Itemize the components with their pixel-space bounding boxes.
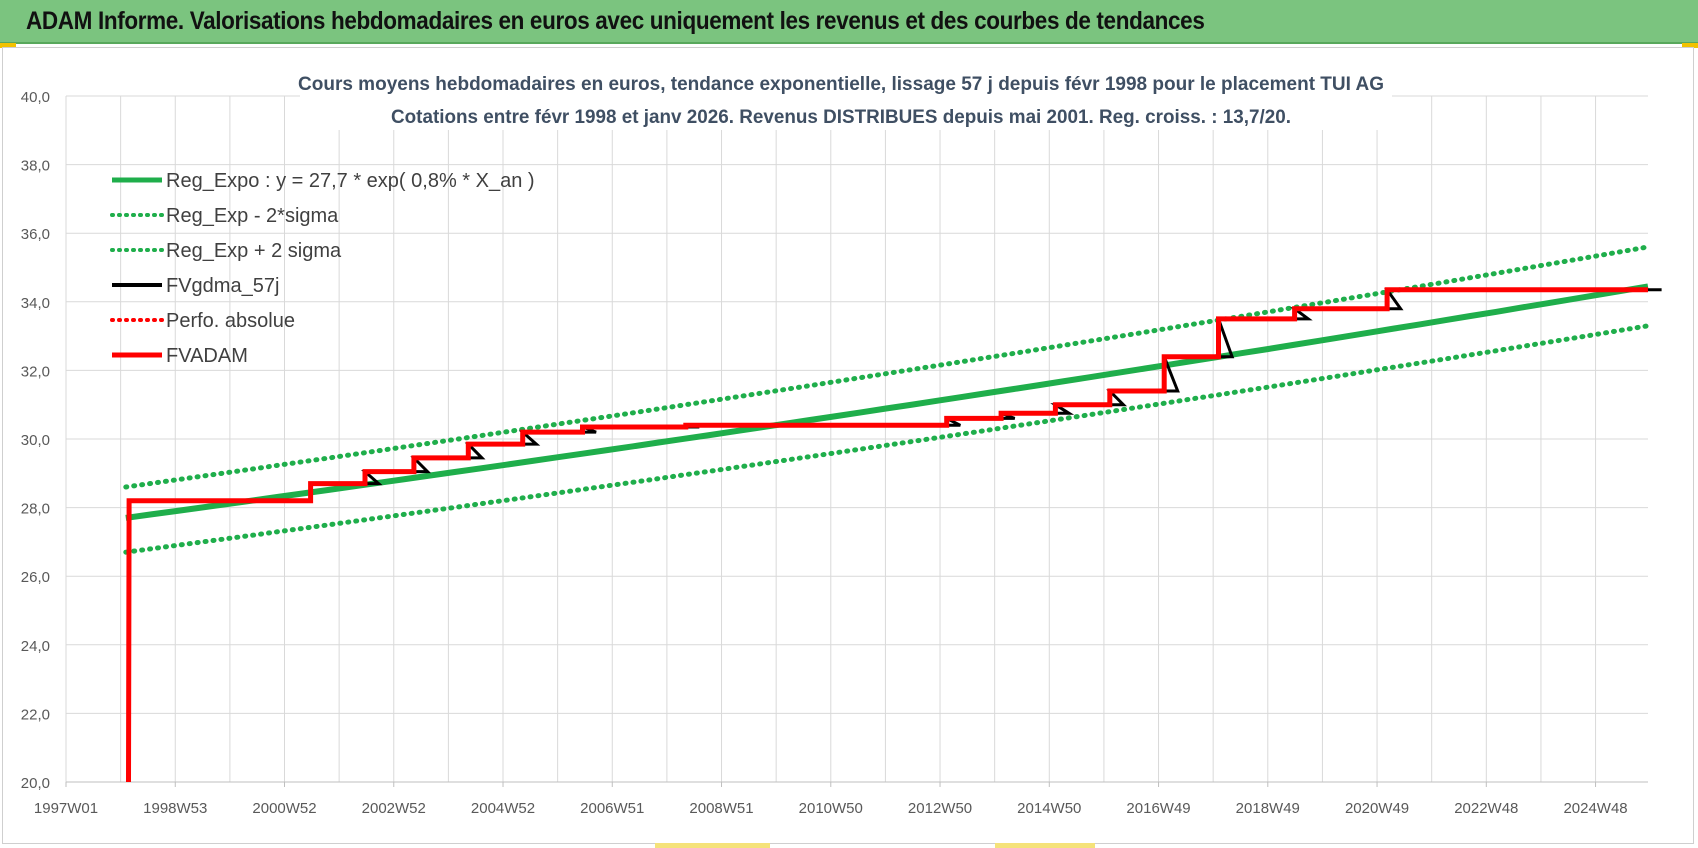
x-tick-label: 2024W48 bbox=[1563, 800, 1627, 817]
y-tick-label: 26,0 bbox=[21, 569, 50, 586]
x-tick-label: 2010W50 bbox=[799, 800, 863, 817]
page-title: ADAM Informe. Valorisations hebdomadaire… bbox=[26, 7, 1205, 35]
chart-legend: Reg_Expo : y = 27,7 * exp( 0,8% * X_an )… bbox=[110, 170, 535, 367]
legend-label: Reg_Expo : y = 27,7 * exp( 0,8% * X_an ) bbox=[166, 170, 535, 192]
legend-label: Perfo. absolue bbox=[166, 310, 295, 332]
x-tick-label: 2002W52 bbox=[362, 800, 426, 817]
legend-label: Reg_Exp + 2 sigma bbox=[166, 240, 342, 262]
y-tick-label: 28,0 bbox=[21, 501, 50, 518]
x-tick-label: 2012W50 bbox=[908, 800, 972, 817]
chart-subtitle: Cotations entre févr 1998 et janv 2026. … bbox=[391, 107, 1291, 128]
x-tick-label: 2018W49 bbox=[1236, 800, 1300, 817]
chart-title: Cours moyens hebdomadaires en euros, ten… bbox=[298, 74, 1384, 95]
legend-label: FVgdma_57j bbox=[166, 275, 279, 297]
y-tick-label: 24,0 bbox=[21, 638, 50, 655]
series-reg-exp-minus-2sigma bbox=[123, 323, 1651, 555]
grid-layer bbox=[65, 95, 1648, 783]
y-tick-label: 38,0 bbox=[21, 158, 50, 175]
bottom-tab-marker bbox=[995, 843, 1095, 848]
x-tick-label: 2014W50 bbox=[1017, 800, 1081, 817]
x-tick-label: 1998W53 bbox=[143, 800, 207, 817]
y-tick-label: 30,0 bbox=[21, 432, 50, 449]
series-fvadam bbox=[126, 287, 1648, 783]
chart-frame bbox=[2, 47, 1694, 844]
y-tick-label: 34,0 bbox=[21, 295, 50, 312]
y-tick-label: 22,0 bbox=[21, 706, 50, 723]
x-tick-label: 1997W01 bbox=[34, 800, 98, 817]
axis-layer: 20,0 22,0 24,0 26,0 28,0 30,0 32,0 34,0 36,0 38,0… bbox=[21, 89, 1648, 817]
x-tick-label: 2006W51 bbox=[580, 800, 644, 817]
title-backdrop bbox=[300, 66, 1392, 130]
corner-marker-right bbox=[1682, 43, 1698, 48]
x-tick-label: 2020W49 bbox=[1345, 800, 1409, 817]
x-tick-label: 2004W52 bbox=[471, 800, 535, 817]
corner-marker-left bbox=[0, 43, 16, 48]
legend-label: FVADAM bbox=[166, 345, 248, 367]
x-tick-label: 2008W51 bbox=[689, 800, 753, 817]
bottom-tab-marker bbox=[655, 843, 770, 848]
y-tick-label: 20,0 bbox=[21, 775, 50, 792]
legend-label: Reg_Exp - 2*sigma bbox=[166, 205, 339, 227]
header-bar: ADAM Informe. Valorisations hebdomadaire… bbox=[0, 0, 1698, 44]
y-tick-label: 36,0 bbox=[21, 226, 50, 243]
y-tick-label: 40,0 bbox=[21, 89, 50, 106]
series-layer bbox=[123, 244, 1662, 783]
series-reg-exp-plus-2sigma bbox=[123, 244, 1651, 490]
x-tick-label: 2000W52 bbox=[252, 800, 316, 817]
y-tick-label: 32,0 bbox=[21, 363, 50, 380]
x-tick-label: 2016W49 bbox=[1126, 800, 1190, 817]
x-tick-label: 2022W48 bbox=[1454, 800, 1518, 817]
